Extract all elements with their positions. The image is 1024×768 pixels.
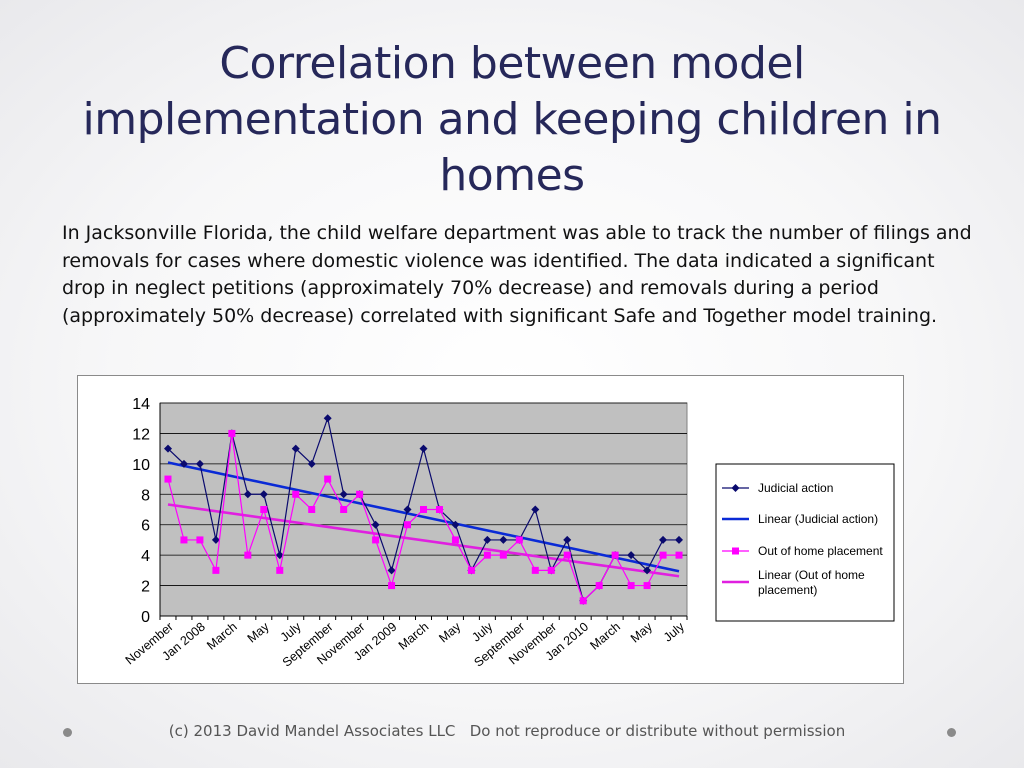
copyright-footer: (c) 2013 David Mandel Associates LLC Do … — [168, 722, 846, 740]
data-point-out-of-home-placement — [196, 536, 204, 544]
data-point-judicial-action — [483, 535, 492, 544]
data-point-judicial-action — [675, 535, 684, 544]
data-point-judicial-action — [195, 459, 204, 468]
data-point-out-of-home-placement — [547, 566, 555, 574]
y-tick-label: 14 — [132, 396, 150, 413]
data-point-out-of-home-placement — [531, 566, 539, 574]
legend-marker-square — [732, 547, 739, 555]
legend-marker-diamond — [731, 484, 740, 492]
data-point-judicial-action — [531, 505, 540, 514]
data-point-judicial-action — [291, 444, 300, 453]
x-tick-label: March — [396, 620, 432, 653]
x-tick-label: May — [245, 619, 273, 645]
data-point-judicial-action — [451, 520, 460, 529]
data-point-out-of-home-placement — [388, 582, 396, 590]
chart-container: 0 2 4 6 8 10 12 14 November Jan 2008 March May July S… — [77, 375, 904, 684]
data-point-judicial-action — [387, 566, 396, 575]
data-point-judicial-action — [643, 566, 652, 575]
data-point-out-of-home-placement — [260, 506, 268, 513]
data-point-judicial-action — [419, 444, 428, 453]
data-point-out-of-home-placement — [228, 429, 236, 437]
data-point-judicial-action — [307, 459, 316, 468]
x-tick-label: May — [628, 619, 656, 645]
data-point-out-of-home-placement — [611, 551, 619, 559]
data-point-out-of-home-placement — [563, 551, 571, 559]
data-point-out-of-home-placement — [276, 566, 284, 574]
data-point-out-of-home-placement — [420, 506, 427, 513]
data-point-judicial-action — [627, 551, 636, 560]
data-point-out-of-home-placement — [515, 536, 523, 544]
data-point-out-of-home-placement — [324, 475, 332, 483]
data-point-out-of-home-placement — [579, 597, 587, 605]
data-point-out-of-home-placement — [659, 551, 667, 559]
data-point-out-of-home-placement — [340, 506, 348, 513]
data-point-out-of-home-placement — [356, 490, 364, 498]
data-point-out-of-home-placement — [244, 551, 252, 559]
data-point-judicial-action — [499, 535, 508, 544]
y-tick-label: 2 — [141, 579, 150, 596]
data-point-out-of-home-placement — [451, 536, 459, 544]
legend-entry-linear-out-of-home-placement-label: Linear (Out of home placement) — [758, 568, 865, 597]
slide-description: In Jacksonville Florida, the child welfa… — [62, 222, 972, 327]
legend-entry-linear-judicial-action-label: Linear (Judicial action) — [758, 512, 878, 526]
left-bullet-dot — [63, 728, 72, 737]
data-point-judicial-action — [323, 414, 332, 423]
x-tick-label: May — [436, 619, 464, 645]
right-bullet-dot — [947, 728, 956, 737]
y-tick-label: 12 — [132, 426, 150, 443]
data-point-judicial-action — [163, 444, 172, 453]
data-point-judicial-action — [371, 520, 380, 529]
data-point-out-of-home-placement — [643, 582, 651, 590]
legend-entry-judicial-action-label: Judicial action — [758, 481, 833, 495]
y-tick-label: 8 — [141, 487, 150, 504]
data-point-out-of-home-placement — [675, 551, 683, 559]
data-point-out-of-home-placement — [435, 506, 443, 513]
data-point-out-of-home-placement — [483, 551, 491, 559]
data-point-out-of-home-placement — [292, 490, 300, 498]
trendline-judicial-action — [167, 461, 680, 573]
y-tick-label: 6 — [141, 518, 150, 535]
data-point-judicial-action — [259, 490, 268, 499]
trendline-out-of-home-placement — [167, 503, 680, 578]
x-tick-label: March — [204, 620, 240, 653]
data-point-out-of-home-placement — [404, 521, 412, 529]
data-point-judicial-action — [403, 505, 412, 514]
data-point-judicial-action — [339, 490, 348, 499]
data-point-judicial-action — [563, 535, 572, 544]
y-tick-label: 10 — [132, 457, 150, 474]
data-point-out-of-home-placement — [180, 536, 188, 544]
data-point-judicial-action — [243, 490, 252, 499]
y-tick-label: 4 — [141, 548, 150, 565]
data-point-out-of-home-placement — [212, 566, 220, 574]
y-tick-label: 0 — [141, 609, 150, 626]
x-tick-label: July — [661, 619, 688, 644]
data-point-out-of-home-placement — [595, 582, 603, 590]
data-point-judicial-action — [659, 535, 668, 544]
legend-box — [715, 463, 895, 622]
data-point-judicial-action — [211, 535, 220, 544]
x-tick-label: March — [587, 620, 623, 653]
legend-entry-out-of-home-placement-label: Out of home placement — [758, 544, 883, 558]
data-point-out-of-home-placement — [372, 536, 380, 544]
data-point-judicial-action — [275, 551, 284, 560]
data-point-out-of-home-placement — [308, 506, 316, 513]
data-point-judicial-action — [179, 459, 188, 468]
data-point-out-of-home-placement — [627, 582, 635, 590]
data-point-out-of-home-placement — [499, 551, 507, 559]
data-point-out-of-home-placement — [164, 475, 172, 483]
data-point-out-of-home-placement — [467, 566, 475, 574]
slide-title: Correlation between model implementation… — [82, 38, 942, 201]
